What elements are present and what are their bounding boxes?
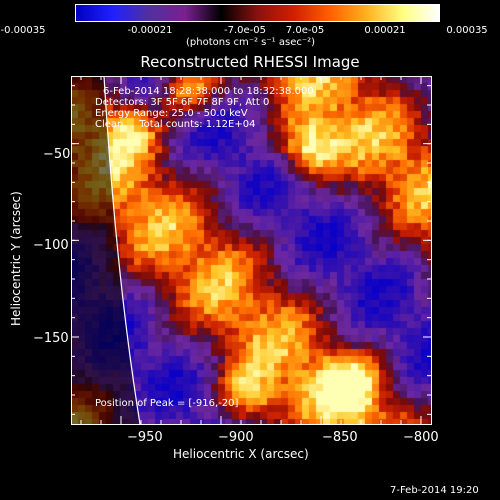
plot-border	[71, 76, 432, 425]
x-tick-label: −850	[322, 430, 358, 445]
colorbar-tick-3: -7.0e-05	[224, 25, 266, 36]
x-tick-label: −950	[127, 430, 163, 445]
chart-title: Reconstructed RHESSI Image	[140, 53, 360, 71]
colorbar-tick-6: 0.00035	[446, 25, 488, 36]
info-detectors: Detectors: 3F 5F 6F 7F 8F 9F, Att 0	[95, 97, 270, 108]
y-tick-label: −150	[33, 331, 69, 346]
y-tick-label: −100	[33, 238, 69, 253]
colorbar-tick-4: 7.0e-05	[285, 25, 325, 36]
colorbar-tick-5: 0.00021	[364, 25, 406, 36]
timestamp: 7-Feb-2014 19:20	[390, 485, 479, 496]
colorbar-tick-2: -0.00021	[127, 25, 173, 36]
x-tick-label: −800	[403, 430, 439, 445]
colorbar-gradient	[76, 5, 439, 21]
info-clean-counts: Clean Total counts: 1.12E+04	[95, 119, 256, 130]
colorbar	[75, 4, 440, 22]
y-tick-label: −50	[43, 147, 71, 162]
x-tick-label: −900	[218, 430, 254, 445]
info-time-range: 6-Feb-2014 18:28:38.000 to 18:32:38.000	[103, 86, 314, 97]
peak-position-label: Position of Peak = [-916,-20]	[95, 398, 239, 409]
colorbar-unit-label: (photons cm⁻² s⁻¹ asec⁻²)	[186, 37, 316, 48]
y-axis-label: Heliocentric Y (arcsec)	[9, 191, 23, 326]
x-axis-label: Heliocentric X (arcsec)	[173, 447, 309, 461]
tick-marks	[71, 76, 431, 424]
info-energy-range: Energy Range: 25.0 - 50.0 keV	[95, 108, 248, 119]
solar-limb	[103, 75, 141, 425]
colorbar-tick-1: -0.00035	[0, 25, 46, 36]
